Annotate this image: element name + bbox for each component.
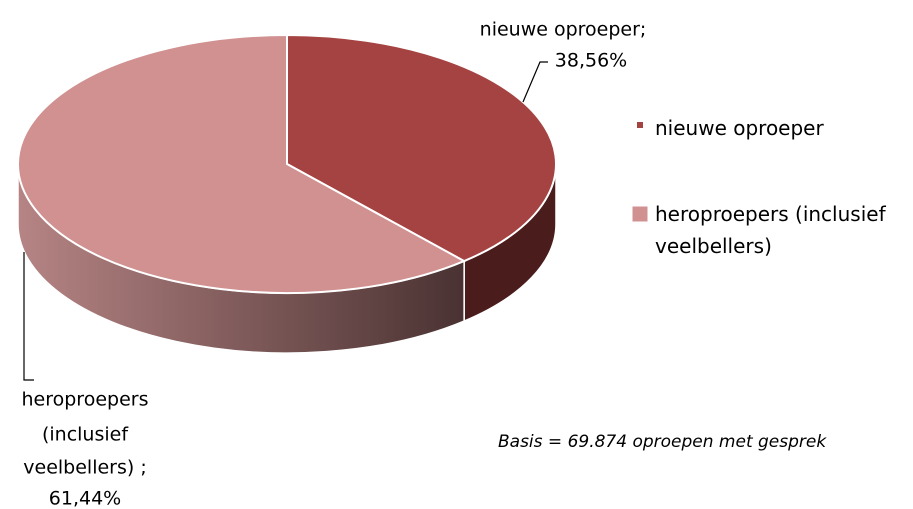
data-label: 61,44% xyxy=(49,488,121,509)
legend-label: heroproepers (inclusief veelbellers) xyxy=(655,202,886,258)
leader-line xyxy=(23,252,34,381)
data-label-name: (inclusief xyxy=(42,424,129,446)
data-label-name: nieuwe oproeper; xyxy=(480,19,647,41)
slice xyxy=(17,33,467,294)
leader-line xyxy=(522,61,548,103)
data-label-name: heroproepers xyxy=(22,389,149,411)
data-label-name: veelbellers) ; xyxy=(23,457,146,479)
legend-swatch xyxy=(632,206,648,222)
legend-swatch xyxy=(637,122,643,128)
legend-label: nieuwe oproeper xyxy=(655,116,824,140)
data-label: 38,56% xyxy=(555,50,627,72)
annotation: Basis = 69.874 oproepen met gesprek xyxy=(498,432,827,452)
slice xyxy=(286,33,557,263)
